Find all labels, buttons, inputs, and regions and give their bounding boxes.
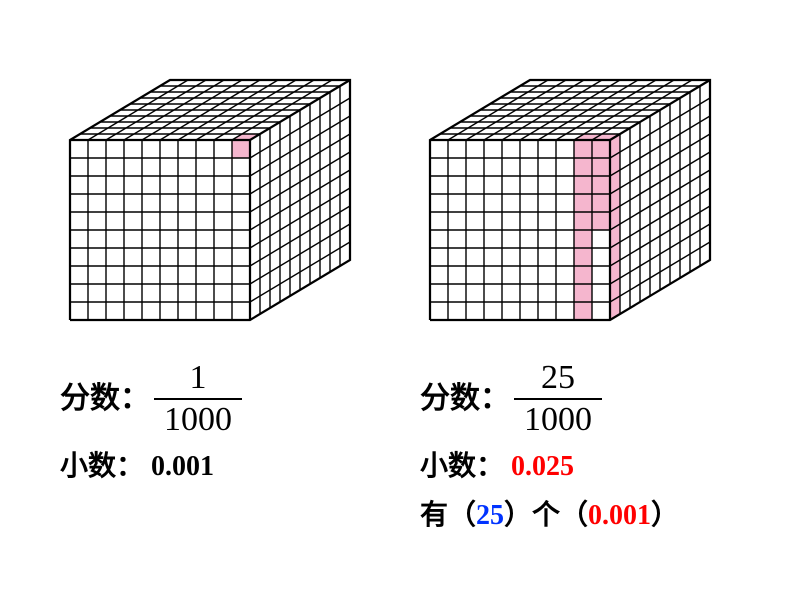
has-count: 25 bbox=[476, 500, 504, 531]
decimal-value: 0.025 bbox=[511, 451, 574, 482]
has-unit: 0.001 bbox=[588, 500, 651, 531]
count-sentence: 有（25）个（0.001） bbox=[420, 494, 760, 539]
denominator: 1000 bbox=[514, 398, 602, 438]
has-mid: ）个（ bbox=[504, 500, 588, 531]
decimal-label: 小数： bbox=[420, 451, 504, 482]
cube-left bbox=[60, 70, 360, 340]
has-pre: 有（ bbox=[420, 500, 476, 531]
fraction-label: 分数： bbox=[420, 375, 510, 423]
denominator: 1000 bbox=[154, 398, 242, 438]
right-text: 分数： 25 1000 小数： 0.025 有（25）个（0.001） bbox=[420, 360, 760, 539]
numerator: 1 bbox=[180, 360, 217, 398]
decimal-label: 小数： bbox=[60, 451, 144, 482]
cube-right bbox=[420, 70, 720, 340]
numerator: 25 bbox=[531, 360, 585, 398]
has-post: ） bbox=[651, 500, 679, 531]
decimal-value: 0.001 bbox=[151, 451, 214, 482]
fraction-value: 25 1000 bbox=[514, 360, 602, 437]
left-text: 分数： 1 1000 小数： 0.001 bbox=[60, 360, 400, 490]
fraction-value: 1 1000 bbox=[154, 360, 242, 437]
fraction-label: 分数： bbox=[60, 375, 150, 423]
